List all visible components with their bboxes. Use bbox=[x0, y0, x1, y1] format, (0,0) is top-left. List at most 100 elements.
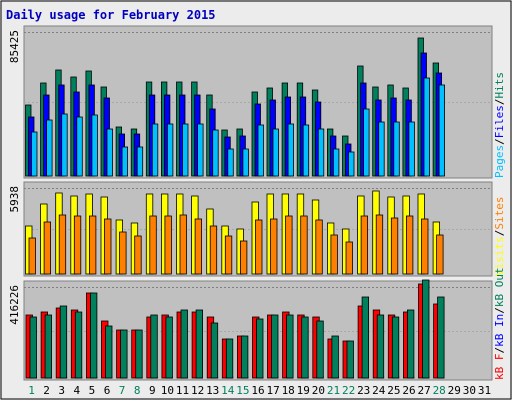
bar-sites-day-16 bbox=[255, 219, 263, 275]
day-label-10: 10 bbox=[161, 384, 174, 397]
bar-kb-out-day-12 bbox=[195, 309, 204, 379]
bar-kb-out-day-25 bbox=[391, 316, 400, 379]
bar-pages-day-12 bbox=[197, 123, 204, 177]
day-label-23: 23 bbox=[357, 384, 370, 397]
day-label-27: 27 bbox=[417, 384, 430, 397]
legend-separator: / bbox=[493, 307, 506, 314]
y-max-label: 85425 bbox=[8, 30, 21, 63]
bar-kb-out-day-28 bbox=[437, 296, 445, 379]
bar-sites-day-5 bbox=[89, 215, 97, 275]
bar-pages-day-18 bbox=[287, 123, 295, 177]
bar-pages-day-9 bbox=[151, 123, 159, 177]
legend-pages-files-hits: Pages/Files/Hits bbox=[493, 72, 506, 178]
panel-visits-sites: 5938 Visits/Sites bbox=[8, 181, 506, 277]
bar-pages-day-28 bbox=[438, 84, 446, 177]
day-label-6: 6 bbox=[104, 384, 111, 397]
bar-pages-day-10 bbox=[166, 123, 174, 177]
day-label-17: 17 bbox=[266, 384, 279, 397]
bar-kb-out-day-1 bbox=[29, 316, 37, 379]
bar-sites-day-12 bbox=[194, 218, 203, 275]
bar-pages-day-24 bbox=[378, 121, 385, 177]
bar-sites-day-22 bbox=[345, 241, 353, 275]
bar-sites-day-14 bbox=[224, 235, 233, 275]
legend-entry: Sites bbox=[493, 197, 506, 230]
day-label-18: 18 bbox=[282, 384, 295, 397]
bar-kb-out-day-8 bbox=[135, 329, 143, 379]
bar-pages-day-11 bbox=[182, 123, 189, 177]
day-label-24: 24 bbox=[372, 384, 386, 397]
bar-pages-day-7 bbox=[121, 146, 128, 177]
bar-kb-out-day-16 bbox=[256, 318, 264, 379]
bar-kb-out-day-6 bbox=[105, 325, 113, 379]
bar-pages-day-27 bbox=[423, 77, 430, 177]
bar-pages-day-5 bbox=[91, 114, 98, 177]
day-label-7: 7 bbox=[119, 384, 126, 397]
bar-sites-day-10 bbox=[164, 215, 172, 275]
bar-kb-out-day-21 bbox=[331, 335, 339, 379]
bar-sites-day-15 bbox=[239, 240, 248, 275]
bar-kb-out-day-15 bbox=[240, 335, 249, 379]
day-label-19: 19 bbox=[297, 384, 310, 397]
day-label-3: 3 bbox=[58, 384, 65, 397]
bar-pages-day-17 bbox=[272, 128, 279, 177]
bar-sites-day-8 bbox=[134, 235, 142, 275]
bar-kb-out-day-27 bbox=[422, 279, 430, 379]
bar-kb-out-day-24 bbox=[376, 314, 385, 379]
bar-pages-day-25 bbox=[393, 121, 400, 177]
bar-sites-day-17 bbox=[270, 218, 278, 275]
day-label-4: 4 bbox=[73, 384, 80, 397]
chart-title: Daily usage for February 2015 bbox=[6, 8, 216, 22]
bar-kb-out-day-4 bbox=[74, 311, 83, 379]
day-label-13: 13 bbox=[206, 384, 219, 397]
bar-pages-day-15 bbox=[242, 148, 249, 177]
bar-pages-day-16 bbox=[257, 124, 264, 177]
bar-sites-day-28 bbox=[436, 234, 444, 275]
bar-kb-out-day-17 bbox=[271, 314, 279, 379]
day-label-16: 16 bbox=[251, 384, 264, 397]
bar-sites-day-25 bbox=[390, 217, 399, 275]
day-label-31: 31 bbox=[478, 384, 491, 397]
day-label-20: 20 bbox=[312, 384, 325, 397]
bar-sites-day-4 bbox=[73, 215, 82, 275]
chart-panels: 85425Pages/Files/Hits5938Visits/Sites416… bbox=[8, 25, 506, 381]
bar-pages-day-3 bbox=[61, 113, 68, 177]
day-label-5: 5 bbox=[89, 384, 96, 397]
bar-kb-out-day-20 bbox=[316, 320, 324, 379]
bar-sites-day-13 bbox=[209, 225, 218, 275]
day-label-28: 28 bbox=[433, 384, 446, 397]
day-label-1: 1 bbox=[28, 384, 35, 397]
bar-pages-day-6 bbox=[106, 128, 113, 177]
bar-sites-day-3 bbox=[58, 214, 67, 275]
bar-kb-out-day-7 bbox=[120, 329, 128, 379]
legend-entry: Files bbox=[493, 105, 506, 138]
y-max-label: 416226 bbox=[8, 285, 21, 325]
day-label-12: 12 bbox=[191, 384, 204, 397]
bar-pages-day-4 bbox=[76, 116, 83, 177]
bar-kb-out-day-22 bbox=[346, 340, 354, 379]
bar-sites-day-20 bbox=[315, 219, 323, 275]
bar-kb-out-day-10 bbox=[165, 316, 173, 379]
bar-kb-out-day-3 bbox=[59, 305, 68, 379]
bar-sites-day-23 bbox=[360, 215, 369, 275]
bar-sites-day-1 bbox=[28, 237, 36, 275]
day-label-15: 15 bbox=[236, 384, 249, 397]
bar-kb-out-day-13 bbox=[210, 322, 219, 379]
bar-pages-day-1 bbox=[31, 131, 38, 177]
day-label-8: 8 bbox=[134, 384, 141, 397]
day-label-25: 25 bbox=[387, 384, 400, 397]
bar-sites-day-7 bbox=[119, 231, 127, 275]
day-label-21: 21 bbox=[327, 384, 340, 397]
bar-pages-day-13 bbox=[212, 129, 219, 177]
legend-entry: kB In bbox=[493, 314, 506, 347]
bar-sites-day-21 bbox=[330, 234, 338, 275]
bar-sites-day-27 bbox=[421, 218, 429, 275]
day-label-14: 14 bbox=[221, 384, 235, 397]
day-label-2: 2 bbox=[43, 384, 50, 397]
bar-kb-out-day-11 bbox=[180, 309, 188, 379]
bar-kb-out-day-19 bbox=[301, 316, 309, 379]
bar-pages-day-21 bbox=[332, 148, 340, 177]
day-label-29: 29 bbox=[448, 384, 461, 397]
day-label-26: 26 bbox=[402, 384, 415, 397]
